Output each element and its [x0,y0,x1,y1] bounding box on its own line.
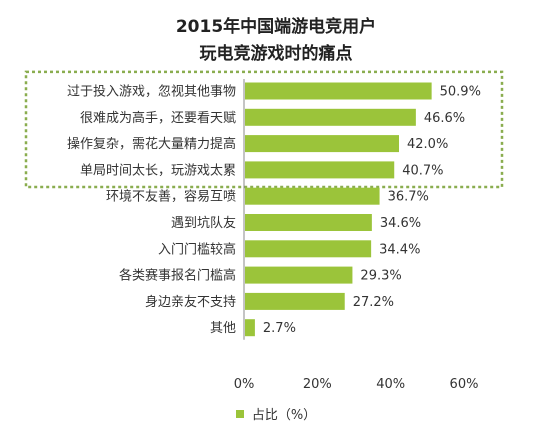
category-label: 单局时间太长，玩游戏太累 [80,163,236,178]
chart-title-line2: 玩电竞游戏时的痛点 [199,44,353,64]
bar [245,108,416,126]
bar [245,292,345,310]
bar [245,214,372,231]
category-label: 环境不友善，容易互喷 [106,189,236,205]
x-tick-label: 40% [376,377,405,392]
bar [245,187,380,205]
category-label: 很难成为高手，还要看天赋 [80,110,236,126]
value-label: 29.3% [360,269,401,284]
bar [245,266,353,284]
value-label: 36.7% [388,190,429,205]
chart-title-line1: 2015年中国端游电竞用户 [175,17,377,37]
bar [245,82,432,100]
bar [245,135,399,153]
value-label: 34.4% [379,242,420,257]
value-label: 40.7% [402,163,443,178]
bar [245,319,255,337]
category-label: 遇到坑队友 [171,215,236,231]
bar [245,161,395,179]
legend-label: 占比（%） [251,408,317,423]
x-tick-label: 0% [234,377,255,392]
value-label: 27.2% [353,295,394,310]
value-label: 50.9% [440,85,481,100]
legend: 占比（%） [0,404,552,423]
value-label: 46.6% [424,111,465,126]
category-label: 各类赛事报名门槛高 [119,268,236,284]
bar [245,240,372,258]
category-label: 操作复杂，需花大量精力提高 [67,136,236,152]
x-tick-label: 20% [303,377,332,392]
value-label: 2.7% [263,321,296,336]
category-label: 身边亲友不支持 [145,294,236,310]
category-label: 入门门槛较高 [158,241,236,257]
value-label: 42.0% [407,137,448,152]
category-label: 过于投入游戏，忽视其他事物 [67,84,236,100]
highlight-box [24,70,504,189]
legend-swatch [235,409,244,418]
category-label: 其他 [210,321,236,336]
value-label: 34.6% [380,216,421,231]
x-tick-label: 60% [450,377,479,392]
